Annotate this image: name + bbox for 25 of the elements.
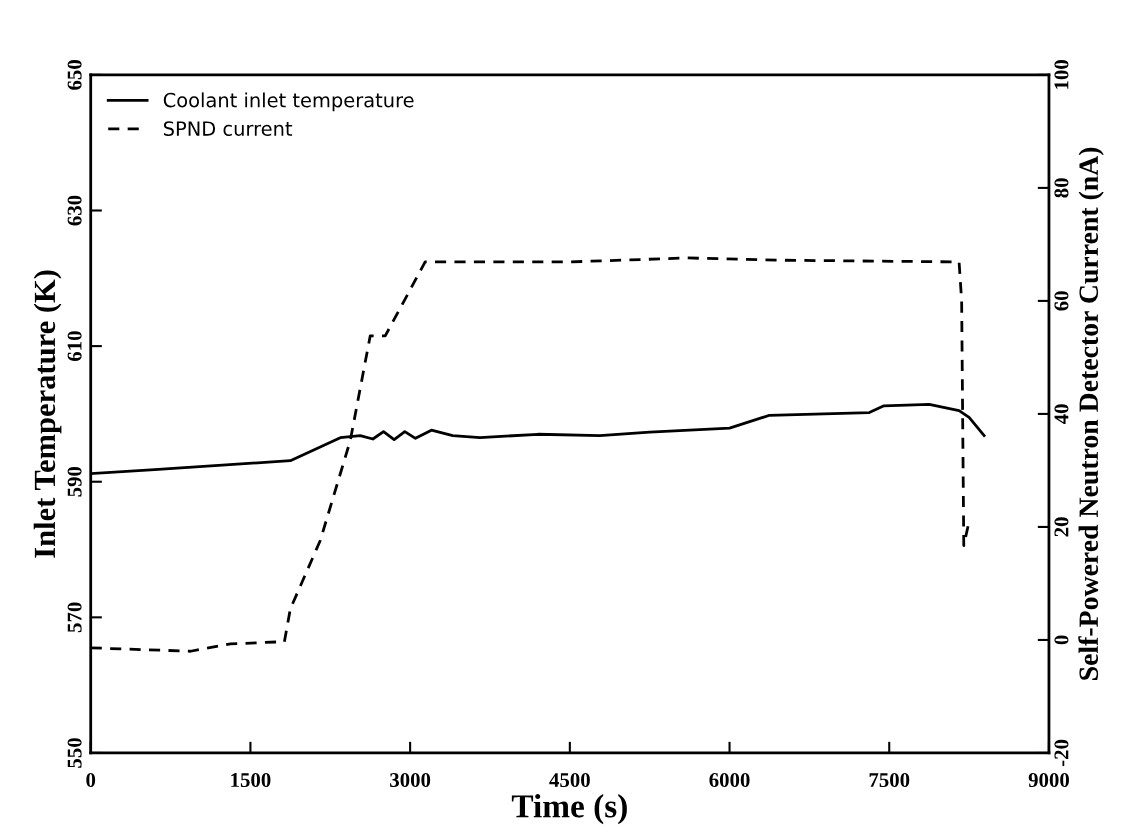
y-tick-label: 550 (67, 738, 82, 768)
x-tick-label: 7500 (869, 773, 910, 788)
x-tick-label: 4500 (549, 773, 590, 788)
y-tick-label: 610 (67, 331, 82, 362)
y-axis-title: Inlet Temperature (K) (33, 270, 62, 558)
y2-tick-label: 80 (1054, 178, 1069, 198)
x-tick-label: 9000 (1028, 773, 1069, 788)
y-tick-label: 650 (67, 60, 82, 90)
x-axis-title: Time (s) (511, 794, 627, 825)
x-tick-label: 3000 (390, 773, 431, 788)
x-tick-label: 0 (86, 773, 96, 788)
y2-tick-label: 0 (1054, 635, 1069, 645)
y2-tick-label: 20 (1054, 517, 1069, 537)
y2-tick-label: 100 (1054, 60, 1069, 89)
y-tick-label: 570 (67, 602, 82, 633)
legend-label: Coolant inlet temperature (163, 92, 414, 112)
x-tick-label: 6000 (709, 773, 750, 788)
y2-tick-label: 40 (1054, 404, 1069, 425)
y-tick-label: 630 (67, 195, 82, 226)
y2-tick-label: -20 (1054, 739, 1069, 767)
y-tick-label: 590 (67, 466, 82, 497)
y2-tick-label: 60 (1054, 291, 1069, 311)
y2-axis-title: Self-Powered Neutron Detector Current (nA) (1078, 147, 1104, 680)
x-tick-label: 1500 (231, 773, 271, 788)
legend-label: SPND current (163, 121, 293, 136)
